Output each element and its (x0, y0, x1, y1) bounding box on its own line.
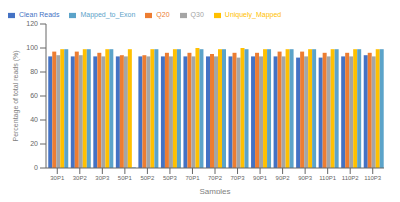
svg-text:30P3: 30P3 (95, 175, 110, 181)
svg-text:20: 20 (30, 140, 38, 147)
svg-text:Samples: Samples (199, 187, 230, 194)
svg-text:50P1: 50P1 (118, 175, 133, 181)
svg-text:80: 80 (30, 68, 38, 75)
svg-text:70P1: 70P1 (185, 175, 200, 181)
svg-text:90P1: 90P1 (253, 175, 268, 181)
svg-text:Percentage of total reads (%): Percentage of total reads (%) (12, 50, 20, 141)
html-text:Q30: Q30 (190, 11, 204, 18)
svg-text:110P1: 110P1 (319, 175, 337, 181)
svg-text:90P3: 90P3 (298, 175, 313, 181)
html-text:Mapped_to_Exon: Mapped_to_Exon (80, 11, 136, 18)
svg-text:110P2: 110P2 (342, 175, 360, 181)
svg-text:40: 40 (30, 116, 38, 123)
svg-text:50P2: 50P2 (140, 175, 155, 181)
html-text:Q20: Q20 (156, 11, 170, 18)
svg-text:60: 60 (30, 92, 38, 99)
svg-text:30P1: 30P1 (50, 175, 65, 181)
svg-text:70P3: 70P3 (231, 175, 246, 181)
svg-text:70P2: 70P2 (208, 175, 223, 181)
svg-text:30P2: 30P2 (73, 175, 88, 181)
svg-text:50P3: 50P3 (163, 175, 178, 181)
svg-text:110P3: 110P3 (364, 175, 382, 181)
svg-text:90P2: 90P2 (276, 175, 291, 181)
svg-text:120: 120 (26, 20, 38, 27)
html-text:Uniquely_Mapped: Uniquely_Mapped (224, 11, 282, 18)
svg-text:100: 100 (26, 44, 38, 51)
html-text:Clean Reads: Clean Reads (19, 11, 60, 18)
svg-text:0: 0 (34, 164, 38, 171)
